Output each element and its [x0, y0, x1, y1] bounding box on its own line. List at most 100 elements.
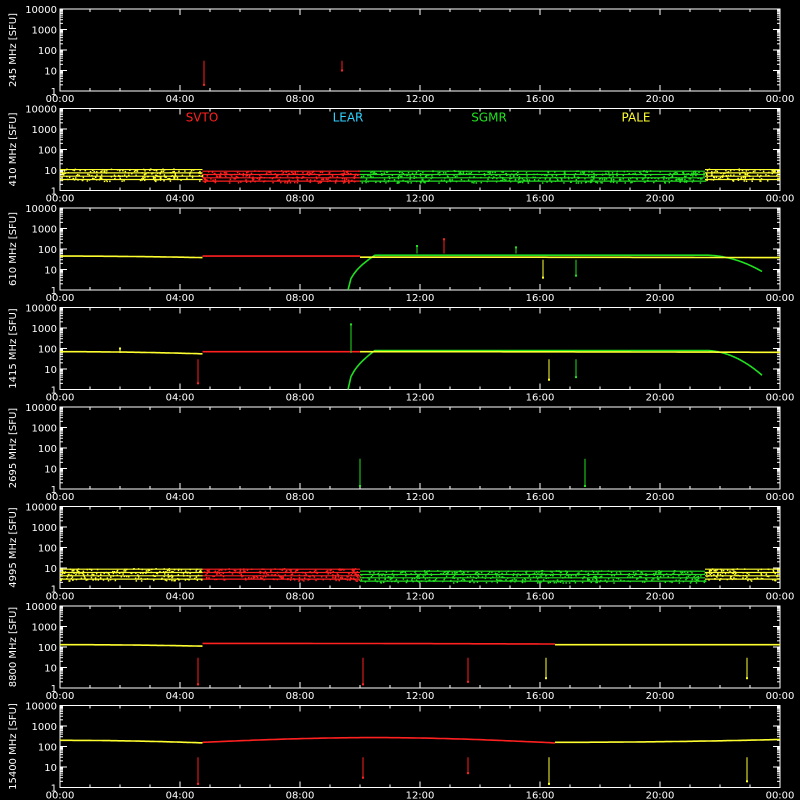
data-point — [398, 171, 401, 174]
data-point — [583, 576, 586, 578]
data-point — [295, 569, 298, 571]
data-point — [234, 178, 237, 180]
data-point — [317, 180, 319, 183]
data-point — [747, 172, 749, 174]
data-point — [499, 175, 501, 177]
data-point — [152, 579, 155, 582]
data-point — [708, 579, 710, 581]
data-point — [612, 175, 614, 177]
data-point — [176, 176, 179, 179]
data-point — [265, 573, 268, 575]
data-point — [540, 573, 543, 575]
data-point — [163, 573, 166, 575]
data-point — [404, 571, 407, 573]
data-point — [124, 570, 127, 572]
data-point — [212, 179, 214, 182]
data-point — [413, 577, 416, 580]
data-point — [341, 568, 344, 570]
data-point — [695, 576, 698, 579]
data-point — [552, 573, 555, 575]
data-point — [98, 179, 101, 181]
data-point — [494, 572, 497, 575]
data-point — [150, 571, 152, 574]
data-point — [350, 574, 353, 576]
data-point — [767, 575, 770, 578]
data-point — [663, 178, 665, 180]
data-point — [340, 173, 343, 175]
data-point — [397, 581, 399, 584]
data-point — [540, 581, 542, 584]
data-point — [687, 173, 690, 175]
data-point — [608, 172, 610, 174]
data-point — [703, 172, 705, 174]
data-point — [643, 170, 645, 172]
data-point — [115, 571, 117, 574]
data-point — [746, 677, 748, 680]
data-point — [186, 574, 189, 577]
data-point — [486, 180, 488, 183]
data-point — [120, 576, 123, 578]
data-point — [397, 177, 400, 180]
data-point — [744, 577, 747, 580]
data-point — [367, 180, 369, 183]
data-point — [311, 171, 314, 174]
data-point — [304, 572, 307, 575]
data-point — [76, 569, 78, 572]
data-point — [68, 573, 70, 576]
data-point — [669, 580, 671, 583]
data-point — [86, 180, 89, 182]
data-point — [451, 177, 454, 179]
data-point — [156, 175, 159, 178]
data-point — [509, 180, 512, 183]
data-point — [201, 175, 203, 178]
data-point — [713, 574, 715, 576]
data-point — [424, 180, 426, 183]
data-point — [282, 568, 284, 570]
data-point — [551, 571, 553, 573]
data-point — [513, 175, 515, 178]
data-point — [762, 170, 765, 173]
data-point — [678, 575, 680, 577]
data-point — [379, 181, 382, 184]
data-point — [406, 579, 409, 581]
data-point — [590, 181, 592, 183]
y-tick-label: 1 — [51, 585, 57, 596]
data-point — [263, 177, 266, 179]
data-point — [216, 573, 218, 576]
data-point — [517, 181, 520, 184]
data-point — [89, 171, 92, 173]
y-tick-label: 1 — [51, 485, 57, 496]
data-point — [130, 572, 133, 575]
data-point — [264, 570, 267, 573]
x-tick-label: 20:00 — [646, 393, 675, 404]
data-point — [316, 177, 318, 180]
data-point — [164, 579, 167, 581]
data-point — [357, 174, 359, 176]
data-point — [425, 174, 428, 177]
data-point — [391, 176, 394, 179]
data-point — [675, 176, 677, 179]
data-point — [515, 246, 517, 249]
data-point — [354, 578, 357, 581]
data-point — [527, 577, 529, 579]
data-point — [443, 179, 446, 182]
data-point — [594, 576, 597, 579]
data-point — [588, 171, 590, 173]
data-point — [326, 180, 329, 183]
data-point — [86, 573, 89, 576]
data-point — [280, 181, 282, 184]
data-point — [735, 578, 737, 580]
data-point — [391, 570, 394, 573]
data-point — [100, 177, 103, 179]
data-point — [705, 173, 708, 175]
data-point — [355, 573, 357, 575]
data-point — [716, 576, 718, 578]
data-point — [229, 173, 231, 176]
data-point — [603, 178, 606, 181]
data-point — [390, 578, 393, 580]
data-point — [298, 580, 300, 582]
data-point — [178, 568, 180, 571]
data-point — [494, 171, 496, 174]
data-point — [681, 571, 684, 574]
